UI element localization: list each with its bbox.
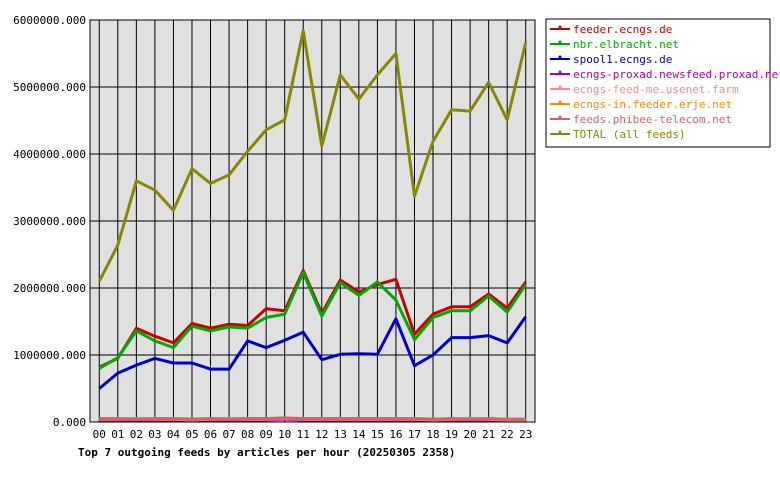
legend-marker — [558, 70, 562, 74]
x-tick-label: 12 — [315, 428, 328, 441]
grid-lines — [90, 19, 535, 423]
x-tick-label: 21 — [482, 428, 495, 441]
y-tick-label: 3000000.000 — [13, 215, 86, 228]
legend-marker — [558, 40, 562, 44]
x-tick-label: 09 — [260, 428, 273, 441]
x-tick-label: 19 — [445, 428, 458, 441]
legend-box — [545, 18, 771, 148]
series-line-1 — [98, 271, 527, 370]
x-tick-label: 01 — [111, 428, 124, 441]
x-tick-label: 11 — [297, 428, 310, 441]
y-tick-label: 6000000.000 — [13, 14, 86, 27]
legend-marker — [558, 55, 562, 59]
y-tick-label: 2000000.000 — [13, 282, 86, 295]
legend: feeder.ecngs.de nbr.elbracht.net spool1.ec… — [545, 18, 780, 148]
x-tick-label: 20 — [463, 428, 476, 441]
x-tick-label: 17 — [408, 428, 421, 441]
legend-label: feeder.ecngs.de — [573, 23, 672, 36]
series-line-6 — [99, 416, 526, 421]
plot-frame — [89, 19, 536, 423]
legend-marker — [558, 115, 562, 119]
x-tick-label: 22 — [501, 428, 514, 441]
series-line-2 — [98, 315, 527, 390]
chart-caption: Top 7 outgoing feeds by articles per hou… — [78, 446, 456, 459]
y-tick-label: 5000000.000 — [13, 81, 86, 94]
legend-marker — [558, 25, 562, 29]
legend-label: nbr.elbracht.net — [573, 38, 679, 51]
legend-label: spool1.ecngs.de — [573, 53, 672, 66]
series-lines — [97, 29, 528, 423]
legend-label: ecngs-proxad.newsfeed.proxad.net — [573, 68, 780, 81]
x-tick-label: 13 — [334, 428, 347, 441]
x-tick-label: 15 — [371, 428, 384, 441]
y-tick-label: 1000000.000 — [13, 349, 86, 362]
x-tick-label: 08 — [241, 428, 254, 441]
x-tick-label: 05 — [185, 428, 198, 441]
x-tick-label: 10 — [278, 428, 291, 441]
x-tick-label: 07 — [222, 428, 235, 441]
x-tick-label: 00 — [93, 428, 106, 441]
x-tick-label: 14 — [352, 428, 366, 441]
x-axis-ticks: 00 01 02 03 04 05 06 07 08 09 10 11 12 13 14 15 16 17 18 19… — [93, 428, 533, 441]
legend-label: feeds.phibee-telecom.net — [573, 113, 732, 126]
y-axis-ticks: 0.000 1000000.000 2000000.000 3000000.000 40… — [13, 14, 86, 429]
x-tick-label: 03 — [148, 428, 161, 441]
x-tick-label: 18 — [426, 428, 439, 441]
y-tick-label: 0.000 — [53, 416, 86, 429]
legend-label: ecngs-feed-me.usenet.farm — [573, 83, 739, 96]
x-tick-label: 02 — [130, 428, 143, 441]
x-tick-label: 23 — [519, 428, 532, 441]
y-tick-label: 4000000.000 — [13, 148, 86, 161]
legend-label: TOTAL (all feeds) — [573, 128, 686, 141]
legend-label: ecngs-in.feeder.erje.net — [573, 98, 732, 111]
legend-marker — [558, 100, 562, 104]
x-tick-label: 16 — [389, 428, 402, 441]
x-tick-label: 06 — [204, 428, 217, 441]
legend-marker — [558, 85, 562, 89]
series-line-7 — [97, 29, 528, 282]
legend-marker — [558, 130, 562, 134]
x-tick-label: 04 — [167, 428, 181, 441]
